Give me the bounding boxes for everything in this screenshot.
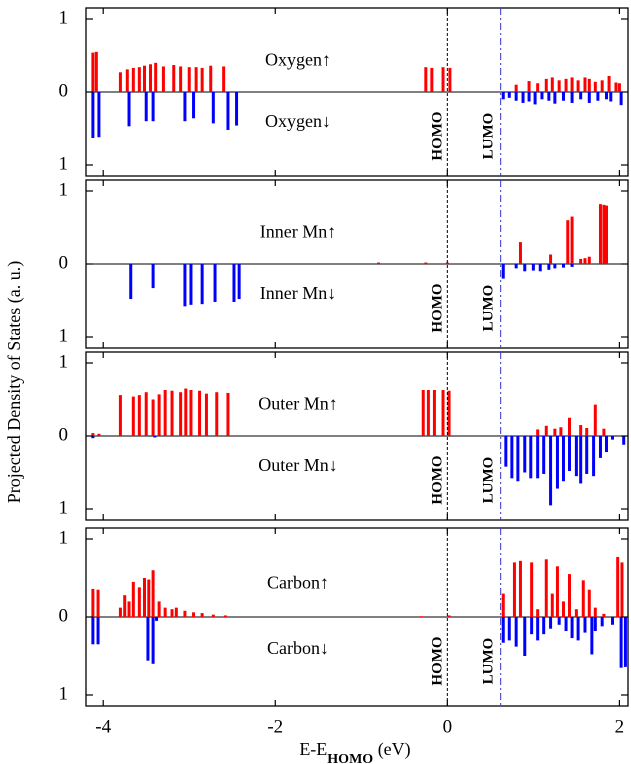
y-tick-label: 1 (59, 351, 69, 372)
y-tick-label: 1 (59, 497, 69, 518)
panel-3: HOMO LUMO Outer Mn↑ Outer Mn↓ 1 0 1 (59, 351, 629, 521)
x-tick-label: -4 (95, 716, 111, 737)
y-tick-label: 1 (59, 683, 69, 704)
y-tick-label: 0 (59, 605, 69, 626)
x-tick-label: 2 (615, 716, 625, 737)
panel-1: HOMO LUMO Oxygen↑ Oxygen↓ 1 0 1 (59, 7, 629, 177)
lumo-label: LUMO (481, 638, 497, 685)
y-tick-label: 1 (59, 153, 69, 174)
y-tick-label: 1 (59, 179, 69, 200)
x-axis-title-unit: (eV) (373, 739, 410, 760)
spin-down-label: Oxygen↓ (265, 111, 331, 131)
x-tick-label: -2 (267, 716, 283, 737)
lumo-label: LUMO (481, 457, 497, 504)
spin-up-label: Outer Mn↑ (258, 393, 338, 413)
x-axis-title-sub: HOMO (327, 752, 373, 764)
lumo-label: LUMO (481, 285, 497, 332)
homo-label: HOMO (429, 111, 445, 160)
homo-label: HOMO (429, 455, 445, 504)
y-axis-title: Projected Density of States (a. u.) (4, 261, 25, 503)
spin-up-label: Oxygen↑ (265, 49, 331, 69)
y-tick-label: 0 (59, 252, 69, 273)
spin-up-label: Inner Mn↑ (260, 221, 336, 241)
spin-down-label: Inner Mn↓ (260, 283, 336, 303)
y-tick-label: 1 (59, 527, 69, 548)
y-tick-label: 0 (59, 80, 69, 101)
homo-label: HOMO (429, 636, 445, 685)
spin-down-label: Carbon↓ (267, 638, 329, 658)
x-axis: -4 -2 0 2 (95, 716, 624, 737)
y-tick-label: 1 (59, 7, 69, 28)
x-axis-title-main: E-E (299, 739, 327, 759)
x-tick-label: 0 (443, 716, 453, 737)
x-axis-title: E-EHOMO (eV) (299, 739, 410, 764)
panels-group: HOMO LUMO Oxygen↑ Oxygen↓ 1 0 1 HOMO LUMO Inner M… (59, 7, 629, 707)
spin-up-label: Carbon↑ (267, 572, 329, 592)
homo-label: HOMO (429, 283, 445, 332)
panel-4: HOMO LUMO Carbon↑ Carbon↓ 1 0 1 (59, 527, 629, 707)
lumo-label: LUMO (481, 113, 497, 160)
y-tick-label: 0 (59, 424, 69, 445)
panel-2: HOMO LUMO Inner Mn↑ Inner Mn↓ 1 0 1 (59, 179, 629, 349)
spin-down-label: Outer Mn↓ (258, 455, 338, 475)
y-tick-label: 1 (59, 325, 69, 346)
